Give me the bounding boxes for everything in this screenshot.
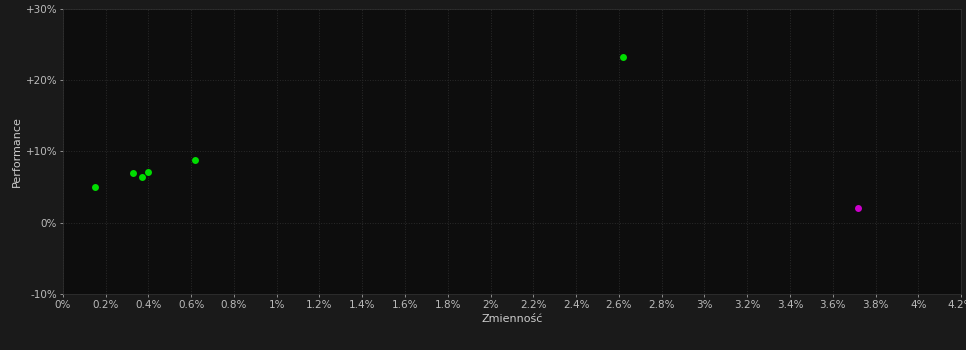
Point [187, 157, 203, 163]
Point [141, 169, 156, 175]
Point [87, 184, 102, 190]
Point [851, 206, 867, 211]
Point [126, 170, 141, 176]
Point [615, 55, 631, 60]
Y-axis label: Performance: Performance [12, 116, 21, 187]
X-axis label: Zmienność: Zmienność [481, 314, 543, 324]
Point [134, 174, 150, 180]
